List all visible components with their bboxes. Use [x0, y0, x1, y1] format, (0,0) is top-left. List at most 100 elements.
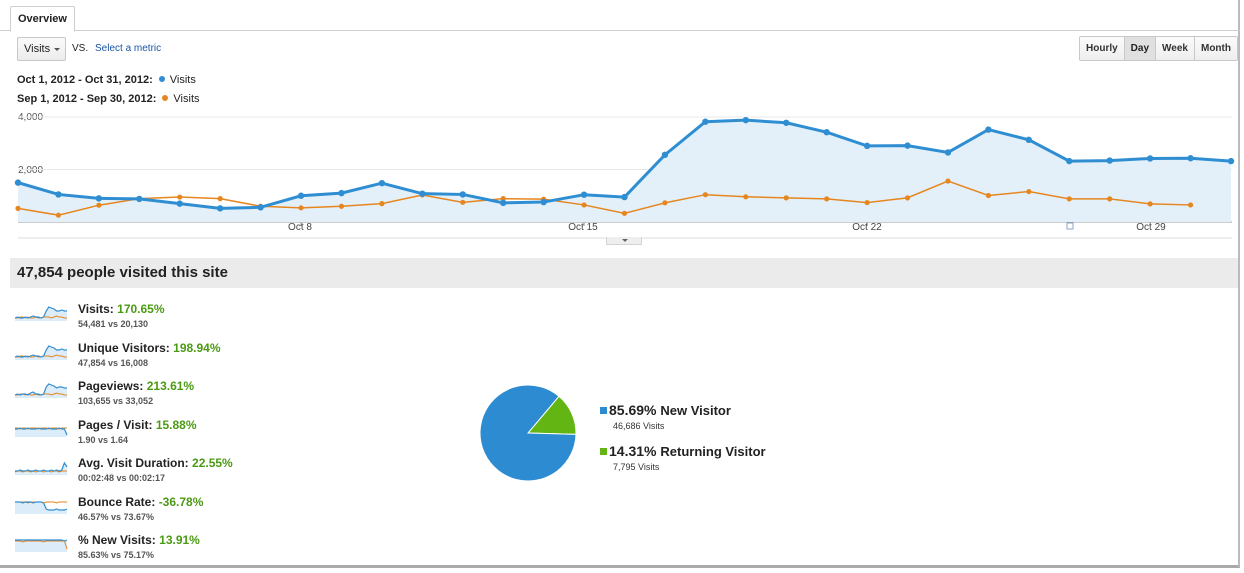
- current-period-point[interactable]: [580, 191, 588, 198]
- current-period-point[interactable]: [297, 192, 305, 199]
- month-button[interactable]: Month: [1193, 37, 1237, 60]
- metric-row: Pageviews: 213.61% 103,655 vs 33,052: [14, 379, 314, 411]
- visits-line-chart: [14, 116, 1235, 239]
- previous-period-point[interactable]: [15, 205, 21, 211]
- current-period-point[interactable]: [540, 198, 547, 206]
- legend-current-range: Oct 1, 2012 - Oct 31, 2012:: [17, 74, 153, 86]
- metric-row: Unique Visitors: 198.94% 47,854 vs 16,008: [14, 341, 314, 373]
- metric-select-value: Visits: [24, 43, 51, 55]
- metric-row: Bounce Rate: -36.78% 46.57% vs 73.67%: [14, 495, 314, 527]
- previous-period-point[interactable]: [379, 201, 385, 207]
- hourly-button[interactable]: Hourly: [1080, 37, 1124, 60]
- current-period-point[interactable]: [176, 200, 183, 207]
- current-period-point[interactable]: [216, 205, 224, 212]
- sparkline-current: [15, 461, 68, 472]
- tab-overview[interactable]: Overview: [10, 6, 75, 32]
- current-period-point[interactable]: [136, 195, 143, 203]
- previous-period-point[interactable]: [338, 203, 345, 209]
- current-period-point[interactable]: [823, 129, 830, 136]
- sparkline-area: [15, 384, 67, 398]
- previous-period-point[interactable]: [581, 202, 587, 208]
- metric-label: Bounce Rate:: [78, 495, 156, 509]
- legend-current-series: Visits: [169, 74, 196, 86]
- visitor-type-pie-chart: [479, 384, 577, 482]
- current-period-point[interactable]: [338, 189, 345, 197]
- previous-period-point[interactable]: [1107, 196, 1113, 202]
- current-period-point[interactable]: [621, 193, 628, 201]
- returning-visitor-label-line: 14.31% Returning Visitor: [609, 443, 766, 459]
- previous-period-point[interactable]: [945, 178, 951, 184]
- annotation-marker-icon[interactable]: [1066, 222, 1074, 230]
- metric-sparkline: [14, 345, 67, 360]
- current-period-point[interactable]: [1227, 157, 1235, 165]
- metric-change: -36.78%: [158, 495, 204, 509]
- returning-visitor-count: 7,795 Visits: [613, 462, 660, 472]
- current-period-point[interactable]: [702, 118, 709, 125]
- sparkline-current: [14, 383, 67, 396]
- current-period-area: [18, 120, 1231, 222]
- metric-select[interactable]: Visits: [17, 37, 66, 61]
- metric-row: Avg. Visit Duration: 22.55% 00:02:48 vs 0…: [14, 456, 314, 488]
- current-period-point[interactable]: [1187, 155, 1194, 162]
- previous-period-point[interactable]: [702, 192, 708, 198]
- current-period-point[interactable]: [783, 119, 790, 126]
- current-period-point[interactable]: [378, 179, 386, 187]
- current-period-point[interactable]: [1106, 157, 1113, 164]
- metric-sparkline: [14, 461, 68, 475]
- current-period-point[interactable]: [985, 126, 992, 133]
- previous-period-point[interactable]: [904, 195, 911, 201]
- legend-current-dot: [158, 76, 165, 82]
- previous-period-point[interactable]: [1066, 196, 1072, 202]
- current-period-point[interactable]: [1066, 157, 1073, 165]
- previous-period-point[interactable]: [864, 199, 870, 206]
- current-period-point[interactable]: [500, 199, 507, 207]
- current-period-point[interactable]: [459, 191, 466, 198]
- previous-period-point[interactable]: [298, 205, 304, 211]
- chart-collapse-handle[interactable]: [606, 237, 642, 245]
- current-period-point[interactable]: [14, 179, 22, 186]
- previous-period-point[interactable]: [1147, 201, 1153, 207]
- select-metric-link[interactable]: Select a metric: [95, 43, 162, 54]
- current-period-point[interactable]: [904, 142, 911, 149]
- week-button[interactable]: Week: [1155, 37, 1194, 60]
- previous-period-point[interactable]: [662, 200, 668, 206]
- current-period-point[interactable]: [1146, 155, 1154, 162]
- day-button[interactable]: Day: [1123, 37, 1156, 60]
- previous-period-point[interactable]: [1187, 202, 1194, 208]
- previous-period-point[interactable]: [1026, 188, 1032, 195]
- current-period-point[interactable]: [944, 149, 952, 156]
- current-period-point[interactable]: [95, 195, 103, 202]
- sparkline-area: [15, 502, 67, 514]
- previous-period-point[interactable]: [985, 192, 992, 199]
- previous-period-point[interactable]: [460, 199, 466, 205]
- metric-row: % New Visits: 13.91% 85.63% vs 75.17%: [14, 533, 314, 565]
- previous-period-point[interactable]: [743, 194, 749, 200]
- sparkline-previous: [15, 540, 68, 550]
- current-period-point[interactable]: [257, 204, 264, 211]
- returning-visitor-pct: 14.31%: [609, 443, 657, 459]
- new-visitor-slice[interactable]: [479, 384, 577, 482]
- metric-sparkline: [15, 539, 68, 552]
- metric-label: Pages / Visit:: [78, 418, 153, 432]
- returning-visitor-swatch: [600, 448, 607, 455]
- current-period-point[interactable]: [863, 142, 871, 150]
- metric-label-line: Visits: 170.65%: [78, 302, 165, 316]
- previous-period-point[interactable]: [177, 194, 183, 200]
- x-tick-label: Oct 15: [568, 222, 598, 233]
- previous-period-point[interactable]: [55, 212, 62, 218]
- current-period-point[interactable]: [742, 116, 749, 124]
- previous-period-point[interactable]: [217, 196, 223, 202]
- summary-bar: 47,854 people visited this site: [10, 258, 1238, 288]
- current-period-point[interactable]: [1025, 136, 1033, 144]
- current-period-point[interactable]: [661, 151, 669, 158]
- current-period-point[interactable]: [55, 191, 62, 198]
- metric-label: Avg. Visit Duration:: [78, 456, 189, 470]
- sparkline-current: [14, 345, 67, 358]
- previous-period-point[interactable]: [621, 210, 628, 216]
- previous-period-point[interactable]: [783, 195, 789, 201]
- current-period-point[interactable]: [419, 190, 426, 197]
- previous-period-point[interactable]: [96, 202, 102, 208]
- metric-change: 13.91%: [159, 533, 200, 547]
- previous-period-point[interactable]: [824, 196, 830, 202]
